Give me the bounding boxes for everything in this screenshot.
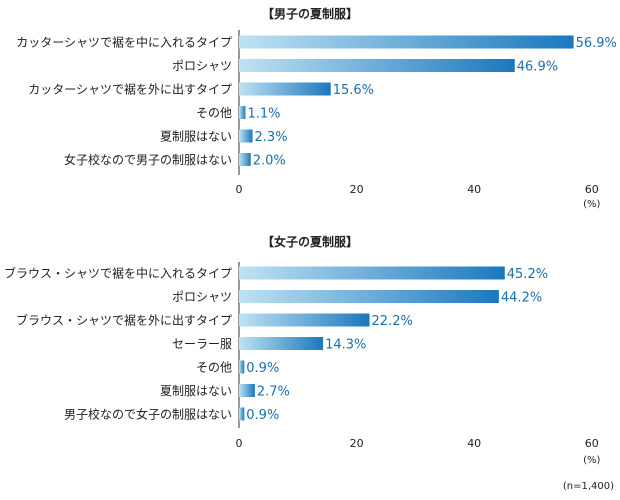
male-tick-label: 60 — [585, 183, 599, 196]
female-bar — [239, 384, 255, 397]
female-value-label: 22.2% — [372, 314, 413, 329]
male-value-label: 46.9% — [517, 60, 558, 75]
female-value-label: 0.9% — [246, 361, 279, 376]
male-value-label: 1.1% — [247, 107, 280, 122]
sample-size-note: (n=1,400) — [563, 481, 614, 492]
female-value-label: 45.2% — [507, 267, 548, 282]
female-chart-title: 【女子の夏制服】 — [262, 234, 358, 249]
female-category-label: ブラウス・シャツで裾を外に出すタイプ — [16, 313, 232, 328]
female-tick-label: 20 — [350, 437, 364, 450]
male-bar — [239, 35, 574, 49]
female-bar — [239, 337, 324, 350]
female-category-label: その他 — [196, 361, 232, 375]
male-category-label: カッターシャツで裾を外に出すタイプ — [28, 82, 232, 97]
female-value-label: 2.7% — [257, 385, 290, 400]
female-value-label: 0.9% — [246, 408, 279, 423]
male-bar — [239, 59, 515, 72]
male-category-label: 女子校なので男子の制服はない — [64, 152, 232, 167]
female-category-label: 夏制服はない — [160, 384, 232, 398]
female-bar — [239, 290, 499, 303]
female-category-label: ポロシャツ — [172, 290, 232, 304]
female-value-label: 14.3% — [325, 338, 366, 353]
male-chart-title: 【男子の夏制服】 — [262, 6, 358, 21]
male-bar — [239, 153, 251, 166]
female-value-label: 44.2% — [501, 291, 542, 306]
male-tick-label: 20 — [350, 183, 364, 196]
female-category-label: セーラー服 — [172, 337, 232, 351]
female-bar — [239, 313, 370, 327]
female-tick-label: 0 — [236, 437, 243, 450]
female-category-label: ブラウス・シャツで裾を中に入れるタイプ — [4, 266, 232, 281]
male-tick-label: 0 — [236, 183, 243, 196]
female-tick-label: 60 — [585, 437, 599, 450]
female-category-label: 男子校なので女子の制服はない — [64, 407, 232, 422]
male-tick-label: 40 — [467, 183, 481, 196]
male-value-label: 2.0% — [253, 154, 286, 169]
female-bar — [239, 266, 505, 280]
female-tick-label: 40 — [467, 437, 481, 450]
male-unit-label: (%) — [583, 199, 600, 210]
male-value-label: 56.9% — [576, 36, 617, 51]
female-bar — [239, 407, 245, 421]
female-unit-label: (%) — [583, 455, 600, 466]
male-category-label: カッターシャツで裾を中に入れるタイプ — [16, 35, 232, 50]
male-category-label: 夏制服はない — [160, 130, 232, 144]
male-bar — [239, 129, 253, 143]
male-bar — [239, 106, 246, 119]
female-bar — [239, 360, 245, 374]
male-bar — [239, 82, 331, 96]
male-category-label: その他 — [196, 106, 232, 120]
male-category-label: ポロシャツ — [172, 59, 232, 73]
male-value-label: 15.6% — [333, 83, 374, 98]
male-value-label: 2.3% — [255, 130, 288, 145]
